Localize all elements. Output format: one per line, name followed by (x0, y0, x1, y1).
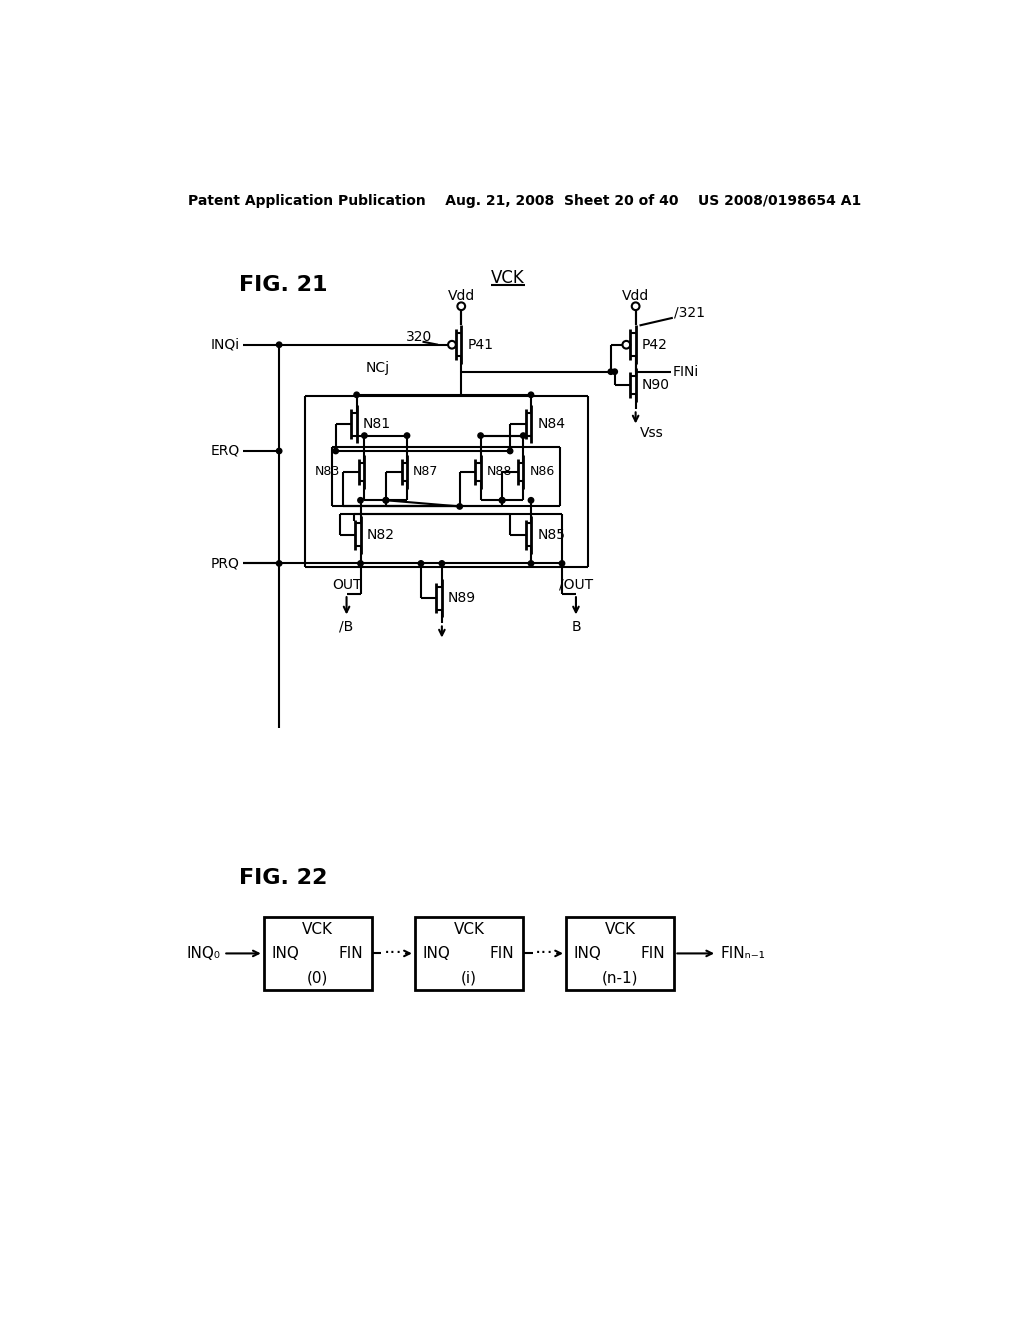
Text: (0): (0) (307, 970, 329, 985)
Text: INQ: INQ (423, 946, 451, 961)
Circle shape (478, 433, 483, 438)
Circle shape (612, 370, 617, 375)
Circle shape (383, 498, 389, 503)
Bar (566, 917, 675, 990)
Text: ···: ··· (384, 944, 402, 962)
Bar (263, 917, 372, 990)
Text: Vdd: Vdd (622, 289, 649, 304)
Text: (n-1): (n-1) (602, 970, 638, 985)
Circle shape (354, 392, 359, 397)
Text: N90: N90 (642, 378, 670, 392)
Circle shape (276, 449, 282, 454)
Text: FIG. 21: FIG. 21 (239, 276, 328, 296)
Text: N82: N82 (367, 528, 394, 543)
Text: VCK: VCK (604, 921, 636, 937)
Circle shape (507, 449, 513, 454)
Circle shape (357, 498, 364, 503)
Circle shape (357, 561, 364, 566)
Circle shape (276, 342, 282, 347)
Text: Patent Application Publication    Aug. 21, 2008  Sheet 20 of 40    US 2008/01986: Patent Application Publication Aug. 21, … (188, 194, 861, 207)
Text: INQi: INQi (211, 338, 240, 351)
Text: FIG. 22: FIG. 22 (239, 869, 328, 888)
Circle shape (500, 498, 505, 503)
Text: Vdd: Vdd (447, 289, 475, 304)
Text: N88: N88 (486, 465, 512, 478)
Circle shape (528, 392, 534, 397)
Circle shape (276, 561, 282, 566)
Text: INQ: INQ (271, 946, 299, 961)
Text: P41: P41 (467, 338, 494, 351)
Text: (i): (i) (461, 970, 477, 985)
Text: INQ: INQ (573, 946, 601, 961)
Circle shape (383, 498, 388, 503)
Bar (415, 917, 523, 990)
Text: ···: ··· (535, 944, 554, 962)
Text: B: B (571, 619, 581, 634)
Text: N87: N87 (414, 465, 438, 478)
Text: VCK: VCK (302, 921, 334, 937)
Circle shape (608, 370, 613, 375)
Text: VCK: VCK (490, 269, 524, 286)
Text: N81: N81 (362, 417, 391, 432)
Circle shape (528, 498, 534, 503)
Circle shape (457, 504, 463, 510)
Circle shape (500, 498, 505, 503)
Text: Vss: Vss (640, 425, 664, 440)
Text: FINi: FINi (673, 364, 699, 379)
Circle shape (361, 433, 367, 438)
Text: NCj: NCj (366, 360, 390, 375)
Circle shape (439, 561, 444, 566)
Circle shape (333, 449, 338, 454)
Text: /OUT: /OUT (559, 578, 593, 591)
Text: OUT: OUT (332, 578, 361, 591)
Text: N84: N84 (538, 417, 565, 432)
Text: FINₙ₋₁: FINₙ₋₁ (721, 946, 766, 961)
Text: FIN: FIN (489, 946, 514, 961)
Text: PRQ: PRQ (211, 557, 240, 570)
Text: /B: /B (339, 619, 353, 634)
Text: FIN: FIN (640, 946, 665, 961)
Text: INQ₀: INQ₀ (187, 946, 221, 961)
Text: N83: N83 (314, 465, 340, 478)
Text: /321: /321 (675, 305, 706, 319)
Text: FIN: FIN (338, 946, 362, 961)
Text: 320: 320 (406, 330, 432, 345)
Circle shape (520, 433, 526, 438)
Circle shape (404, 433, 410, 438)
Text: N86: N86 (529, 465, 555, 478)
Circle shape (418, 561, 424, 566)
Text: N85: N85 (538, 528, 565, 543)
Text: ERQ: ERQ (210, 444, 240, 458)
Text: P42: P42 (642, 338, 668, 351)
Text: N89: N89 (449, 591, 476, 605)
Text: VCK: VCK (454, 921, 484, 937)
Circle shape (559, 561, 564, 566)
Circle shape (528, 561, 534, 566)
